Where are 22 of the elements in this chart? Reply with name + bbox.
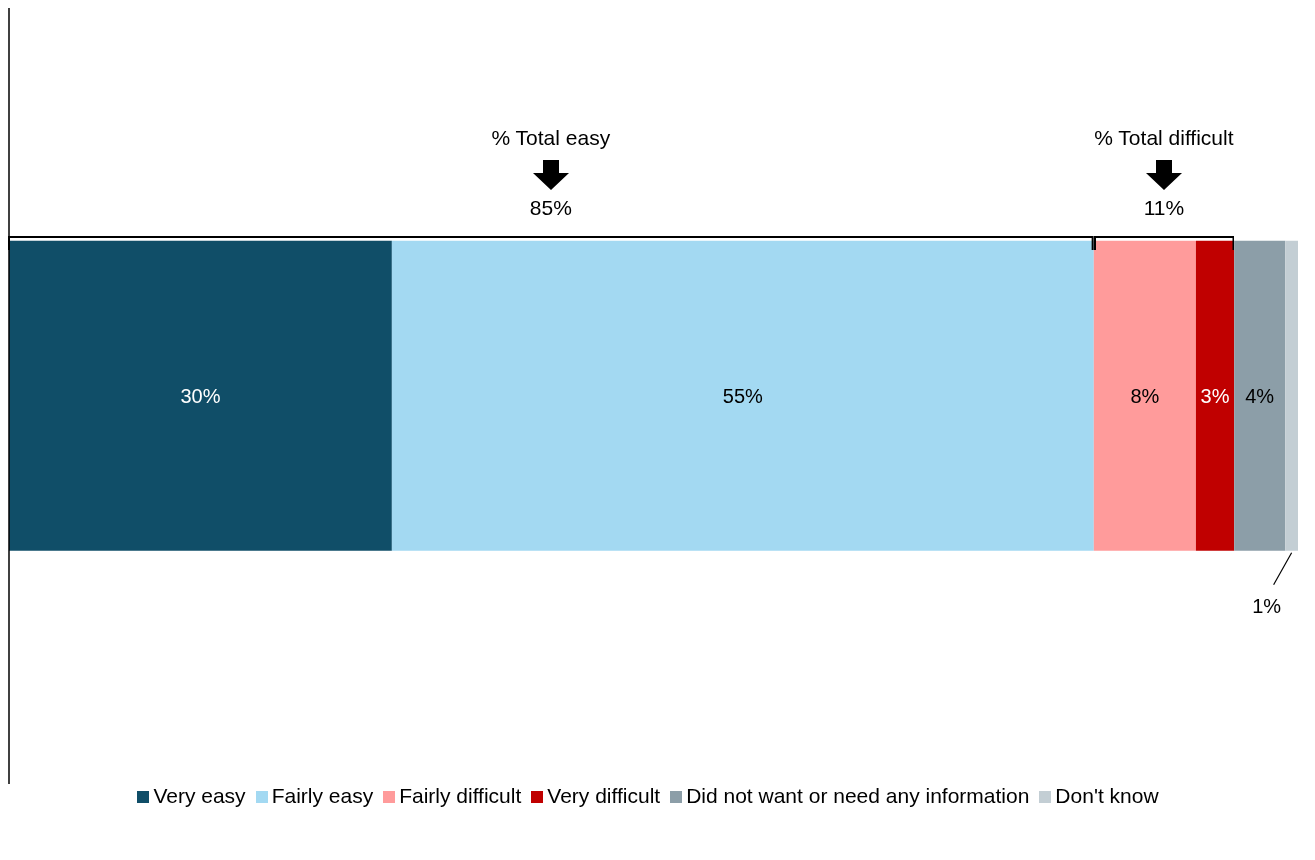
bar — [1093, 240, 1196, 551]
data-label: 30% — [180, 384, 221, 407]
legend-label: Don't know — [1055, 784, 1159, 807]
legend-label: Fairly easy — [271, 784, 374, 807]
data-label: 1% — [1252, 594, 1282, 617]
data-label: 8% — [1130, 384, 1160, 407]
text: 11% — [1142, 196, 1186, 220]
legend-label: Very difficult — [547, 784, 661, 807]
data-label: 55% — [722, 384, 764, 407]
text: % Total easy — [490, 126, 612, 150]
bar — [391, 240, 1094, 551]
data-label: 3% — [1200, 384, 1230, 407]
bar — [9, 240, 392, 551]
text: % Total difficult — [1093, 126, 1235, 150]
bar — [1285, 240, 1298, 551]
legend-label: Very easy — [153, 784, 246, 807]
legend-label: Fairly difficult — [399, 784, 522, 807]
text: 85% — [528, 196, 573, 220]
legend-label: Did not want or need any information — [686, 784, 1030, 807]
bar — [1195, 240, 1235, 551]
data-label: 4% — [1245, 384, 1275, 407]
bar — [1234, 240, 1286, 551]
